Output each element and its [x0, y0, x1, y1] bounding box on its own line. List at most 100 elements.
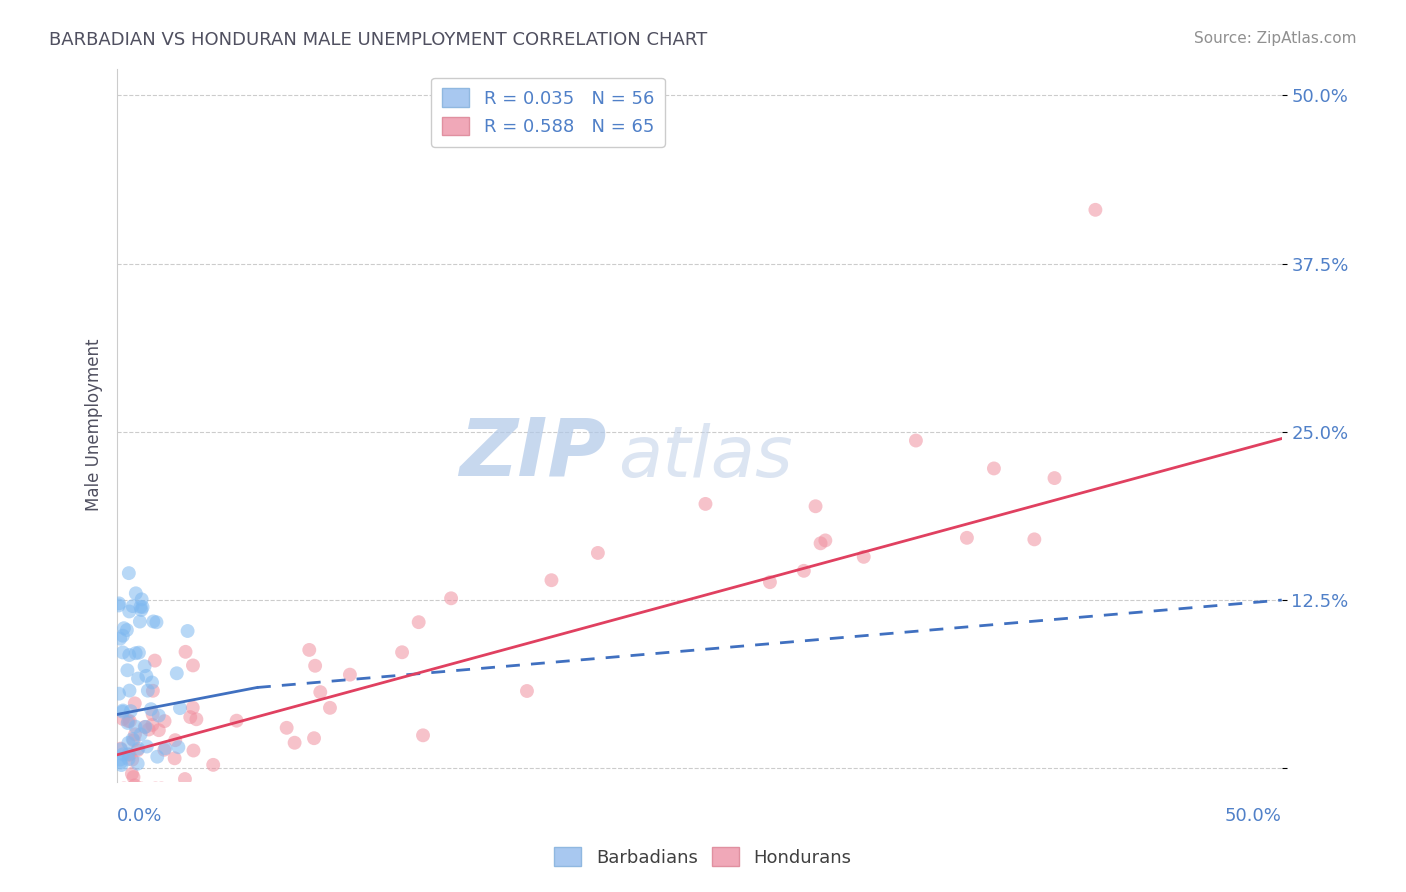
- Point: [176, 624, 198, 638]
- Point: [186, 712, 208, 726]
- Point: [759, 575, 782, 590]
- Point: [117, 747, 139, 762]
- Point: [111, 747, 134, 762]
- Text: BARBADIAN VS HONDURAN MALE UNEMPLOYMENT CORRELATION CHART: BARBADIAN VS HONDURAN MALE UNEMPLOYMENT …: [49, 31, 707, 49]
- Point: [117, 715, 139, 730]
- Point: [804, 500, 827, 514]
- Point: [304, 658, 326, 673]
- Legend: Barbadians, Hondurans: Barbadians, Hondurans: [547, 840, 859, 874]
- Point: [141, 718, 163, 732]
- Point: [128, 615, 150, 629]
- Text: atlas: atlas: [619, 423, 793, 491]
- Point: [183, 743, 205, 757]
- Point: [309, 685, 332, 699]
- Point: [127, 672, 149, 686]
- Point: [117, 736, 139, 750]
- Point: [134, 720, 156, 734]
- Point: [117, 663, 139, 677]
- Point: [108, 632, 131, 646]
- Point: [129, 781, 152, 796]
- Point: [131, 592, 153, 607]
- Point: [284, 736, 307, 750]
- Point: [983, 461, 1005, 475]
- Point: [150, 781, 173, 796]
- Point: [124, 720, 146, 734]
- Point: [956, 531, 979, 545]
- Point: [540, 573, 562, 587]
- Point: [1043, 471, 1066, 485]
- Point: [134, 659, 156, 673]
- Point: [121, 766, 143, 780]
- Point: [793, 564, 815, 578]
- Point: [118, 747, 141, 762]
- Point: [124, 697, 146, 711]
- Point: [124, 727, 146, 741]
- Point: [142, 707, 165, 722]
- Point: [139, 702, 162, 716]
- Point: [111, 645, 134, 659]
- Point: [181, 700, 204, 714]
- Point: [135, 669, 157, 683]
- Point: [165, 733, 187, 747]
- Point: [852, 549, 875, 564]
- Point: [118, 566, 141, 581]
- Point: [163, 751, 186, 765]
- Legend: R = 0.035   N = 56, R = 0.588   N = 65: R = 0.035 N = 56, R = 0.588 N = 65: [432, 78, 665, 147]
- Text: 50.0%: 50.0%: [1225, 807, 1282, 825]
- Point: [131, 600, 153, 615]
- Point: [121, 599, 143, 613]
- Point: [108, 753, 131, 767]
- Point: [148, 708, 170, 723]
- Point: [118, 604, 141, 618]
- Point: [131, 603, 153, 617]
- Point: [153, 743, 176, 757]
- Y-axis label: Male Unemployment: Male Unemployment: [86, 339, 103, 511]
- Point: [112, 781, 135, 796]
- Point: [111, 704, 134, 718]
- Point: [128, 646, 150, 660]
- Point: [111, 629, 134, 643]
- Point: [142, 615, 165, 629]
- Point: [695, 497, 717, 511]
- Point: [155, 741, 177, 756]
- Point: [117, 714, 139, 728]
- Point: [516, 684, 538, 698]
- Point: [391, 645, 413, 659]
- Point: [145, 781, 167, 796]
- Point: [134, 720, 156, 734]
- Point: [148, 723, 170, 738]
- Point: [127, 741, 149, 756]
- Point: [138, 723, 160, 737]
- Point: [814, 533, 837, 548]
- Point: [124, 646, 146, 660]
- Point: [1084, 202, 1107, 217]
- Point: [145, 615, 167, 630]
- Point: [110, 758, 132, 772]
- Point: [136, 683, 159, 698]
- Point: [141, 675, 163, 690]
- Point: [153, 714, 176, 728]
- Point: [120, 704, 142, 718]
- Point: [810, 536, 832, 550]
- Point: [125, 586, 148, 600]
- Point: [110, 756, 132, 770]
- Point: [117, 752, 139, 766]
- Point: [174, 772, 197, 786]
- Point: [142, 683, 165, 698]
- Point: [122, 733, 145, 747]
- Point: [118, 683, 141, 698]
- Point: [904, 434, 927, 448]
- Text: 0.0%: 0.0%: [117, 807, 163, 825]
- Point: [319, 701, 342, 715]
- Point: [586, 546, 609, 560]
- Point: [225, 714, 247, 728]
- Point: [166, 666, 188, 681]
- Point: [298, 643, 321, 657]
- Point: [174, 645, 197, 659]
- Point: [111, 705, 134, 719]
- Point: [107, 599, 129, 613]
- Point: [110, 742, 132, 756]
- Text: Source: ZipAtlas.com: Source: ZipAtlas.com: [1194, 31, 1357, 46]
- Point: [302, 731, 325, 746]
- Point: [179, 710, 201, 724]
